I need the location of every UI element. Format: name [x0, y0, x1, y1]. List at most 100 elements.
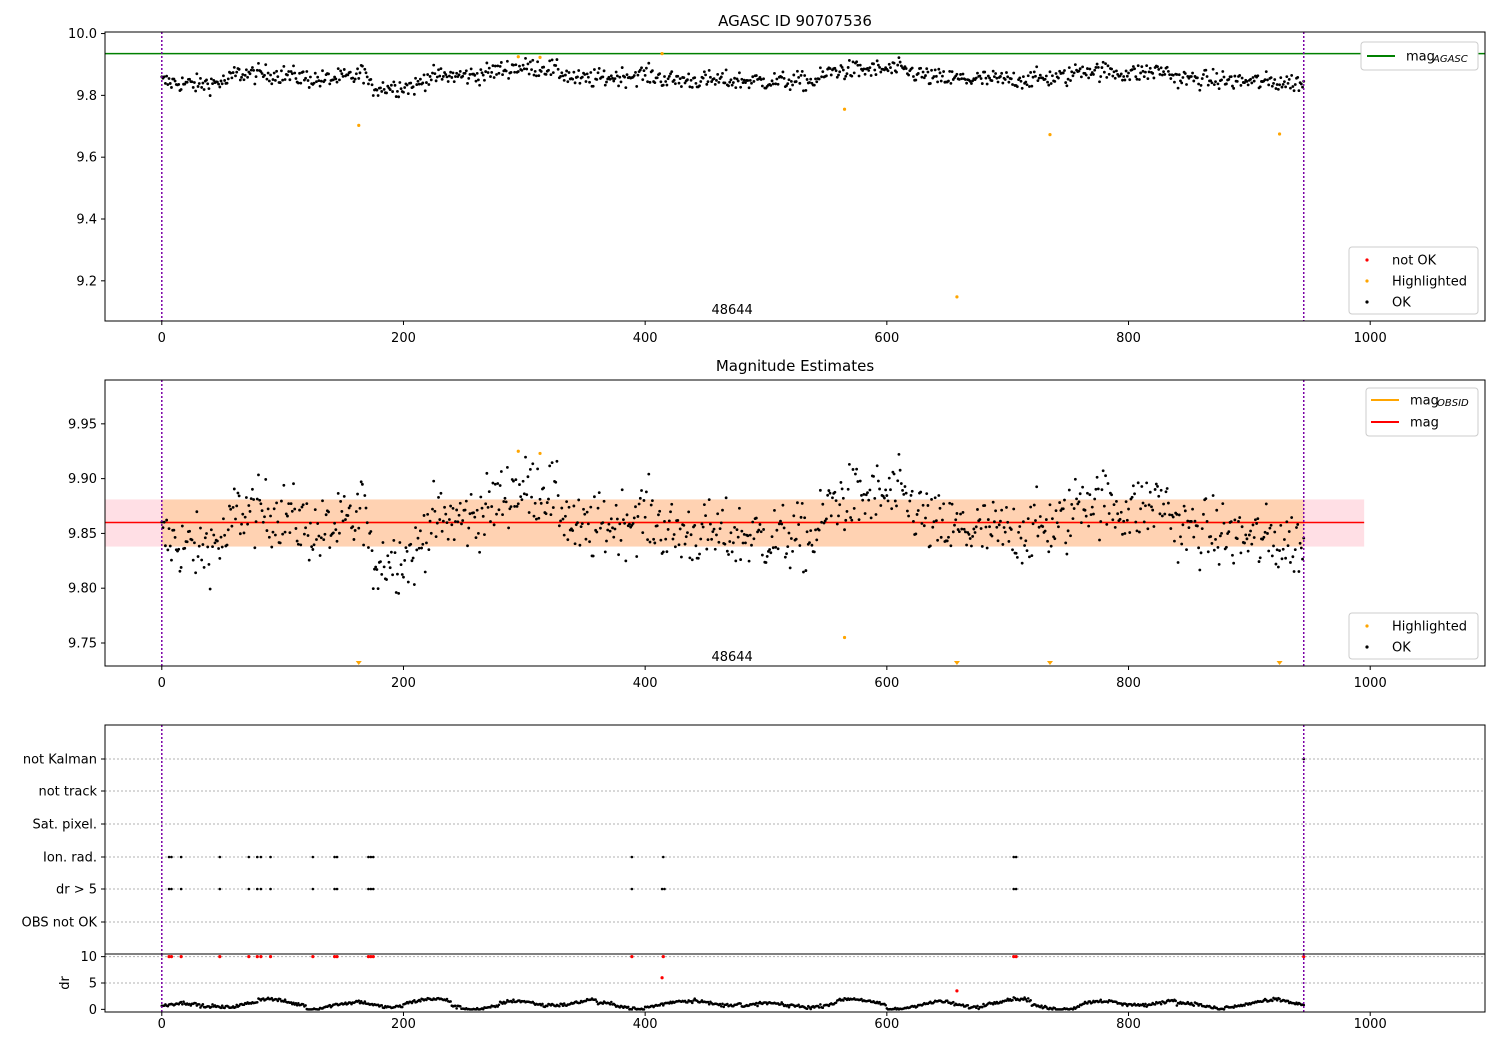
ok-point — [170, 86, 173, 89]
ok-point — [1163, 73, 1167, 76]
ok-point — [339, 500, 343, 503]
ok-point — [327, 510, 330, 514]
ok-point — [376, 587, 380, 590]
ok-point — [389, 550, 393, 554]
ok-point — [1276, 565, 1280, 569]
ok-point — [1119, 72, 1123, 76]
ok-point — [195, 72, 199, 76]
ok-point — [624, 559, 628, 563]
ok-point — [502, 500, 506, 503]
ok-point — [542, 486, 546, 490]
ok-point — [354, 72, 358, 76]
highlighted-offscale-marker — [1276, 661, 1283, 665]
ok-point — [1225, 545, 1228, 549]
ok-point — [476, 532, 480, 535]
ok-point — [646, 80, 649, 84]
flag-point — [179, 855, 183, 859]
ok-point — [729, 78, 733, 82]
ok-point — [1065, 552, 1069, 556]
ok-point — [866, 67, 869, 70]
ok-point — [887, 476, 891, 480]
ok-point — [209, 77, 213, 81]
ok-point — [1105, 522, 1109, 526]
ok-point — [1198, 88, 1202, 92]
ok-point — [1279, 76, 1283, 80]
ok-point — [1274, 562, 1278, 566]
ok-point — [746, 79, 750, 82]
ok-point — [396, 572, 399, 576]
ok-point — [402, 90, 405, 94]
ok-point — [319, 536, 323, 540]
ok-point — [921, 503, 925, 507]
ok-point — [509, 505, 513, 509]
ok-point — [1035, 65, 1039, 69]
ok-point — [775, 77, 779, 81]
ok-point — [536, 60, 540, 64]
ok-point — [474, 536, 478, 540]
ok-point — [188, 529, 191, 533]
dr-point — [301, 1003, 305, 1006]
dr-point — [1144, 1002, 1147, 1006]
ok-point — [1094, 66, 1098, 69]
ok-point — [995, 525, 999, 529]
ok-point — [1269, 523, 1273, 527]
ok-point — [648, 540, 652, 544]
ok-point — [190, 80, 194, 84]
ok-point — [328, 546, 332, 550]
ok-point — [1046, 539, 1049, 543]
ok-point — [555, 459, 559, 463]
ok-point — [1258, 556, 1262, 560]
ok-point — [1199, 83, 1203, 87]
ok-point — [702, 503, 706, 507]
ok-point — [985, 546, 989, 550]
ok-point — [1063, 498, 1066, 502]
ok-point — [576, 75, 579, 79]
flag-point — [660, 887, 664, 891]
ok-point — [298, 508, 301, 512]
ok-point — [1240, 76, 1244, 80]
ok-point — [1231, 84, 1234, 88]
ok-point — [638, 68, 642, 72]
ok-point — [505, 59, 509, 63]
ok-point — [833, 490, 837, 494]
ok-point — [364, 71, 368, 75]
ok-point — [605, 539, 608, 543]
ok-point — [838, 503, 842, 507]
dr-point — [400, 1005, 404, 1009]
ok-point — [446, 80, 450, 83]
dr-not-ok-point — [1302, 955, 1306, 959]
ok-point — [1031, 522, 1035, 526]
ok-point — [1181, 523, 1185, 527]
ok-point — [796, 501, 799, 505]
ok-point — [614, 70, 618, 74]
ok-point — [228, 504, 231, 508]
ok-point — [236, 491, 240, 495]
ok-point — [264, 63, 268, 67]
ok-point — [823, 519, 827, 523]
ok-point — [269, 73, 272, 77]
dr-point — [779, 1003, 782, 1006]
ok-point — [635, 555, 639, 558]
ok-point — [1295, 526, 1298, 529]
dr-not-ok-point — [1012, 955, 1016, 959]
ok-point — [177, 547, 181, 551]
ok-point — [532, 514, 536, 518]
ok-point — [655, 524, 659, 528]
ok-point — [1150, 505, 1153, 509]
dr-point — [1286, 999, 1290, 1003]
ok-point — [1070, 503, 1074, 506]
ok-point — [212, 78, 216, 82]
dr-point — [739, 1002, 742, 1005]
ok-point — [829, 73, 833, 77]
ok-point — [278, 541, 282, 545]
ok-point — [802, 89, 805, 93]
ok-point — [360, 482, 364, 486]
ok-point — [391, 573, 395, 577]
ok-point — [1186, 519, 1190, 523]
ok-point — [1011, 83, 1014, 86]
ok-point — [166, 83, 170, 86]
ok-point — [603, 550, 607, 554]
ok-point — [1018, 525, 1022, 528]
ok-point — [481, 73, 485, 77]
ok-point — [375, 568, 379, 571]
